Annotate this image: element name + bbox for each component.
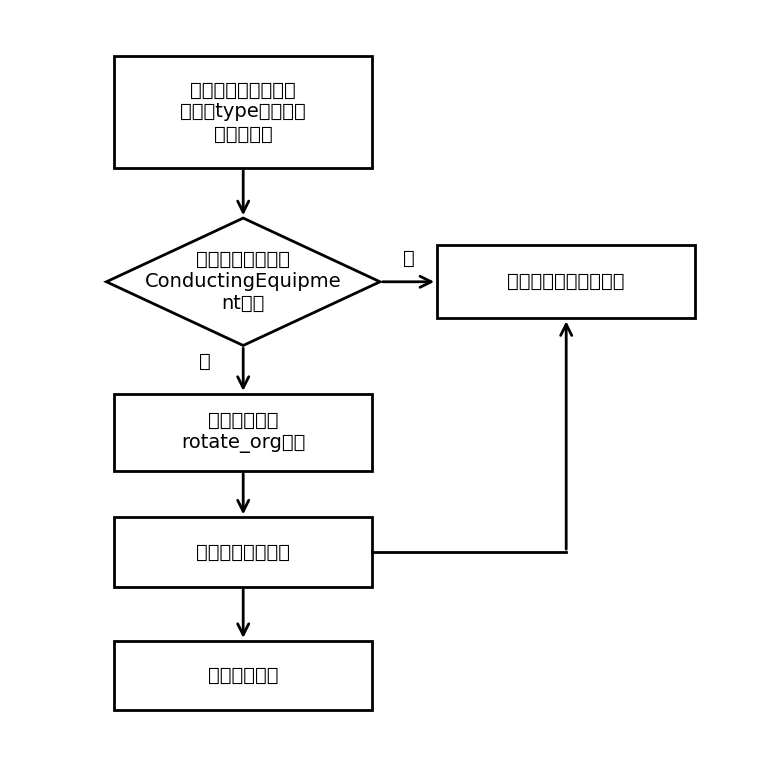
Bar xyxy=(114,56,372,168)
Bar xyxy=(114,394,372,471)
Text: 是: 是 xyxy=(199,352,211,371)
Text: 否: 否 xyxy=(403,249,414,268)
Text: 图元端点处理: 图元端点处理 xyxy=(208,666,278,685)
Text: 图元旋转角度
rotate_org处理: 图元旋转角度 rotate_org处理 xyxy=(181,411,306,453)
Polygon shape xyxy=(106,218,380,346)
Bar xyxy=(114,517,372,587)
Bar xyxy=(114,641,372,710)
Text: 根据一次设备元件类
型属性type映射同类
型标准图元: 根据一次设备元件类 型属性type映射同类 型标准图元 xyxy=(180,80,306,144)
Text: 更新图元扩展属性信息: 更新图元扩展属性信息 xyxy=(508,273,625,291)
Text: 一次设备元件是否
ConductingEquipme
nt对象: 一次设备元件是否 ConductingEquipme nt对象 xyxy=(145,250,341,313)
Bar xyxy=(437,245,695,318)
Text: 图元扩展属性处理: 图元扩展属性处理 xyxy=(196,543,290,561)
